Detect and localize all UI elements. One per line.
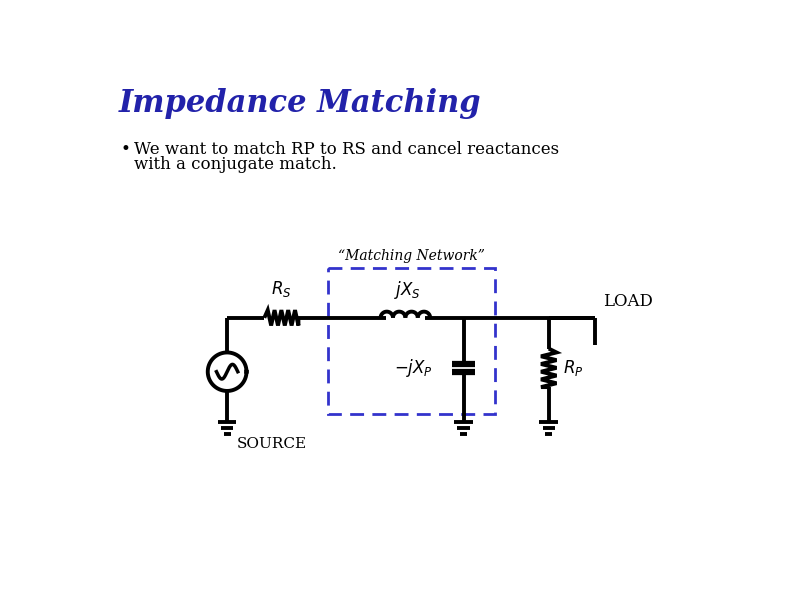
- Text: •: •: [121, 140, 131, 158]
- Text: $R_S$: $R_S$: [271, 278, 291, 299]
- Text: $jX_S$: $jX_S$: [394, 279, 421, 301]
- Text: We want to match RP to RS and cancel reactances: We want to match RP to RS and cancel rea…: [134, 140, 559, 158]
- Text: $R_P$: $R_P$: [563, 358, 584, 378]
- Text: SOURCE: SOURCE: [237, 437, 306, 451]
- Bar: [328, 268, 495, 414]
- Text: Impedance Matching: Impedance Matching: [118, 88, 481, 120]
- Text: $-jX_P$: $-jX_P$: [394, 357, 433, 379]
- Text: “Matching Network”: “Matching Network”: [337, 249, 484, 263]
- Text: LOAD: LOAD: [603, 293, 653, 310]
- Text: with a conjugate match.: with a conjugate match.: [134, 156, 337, 173]
